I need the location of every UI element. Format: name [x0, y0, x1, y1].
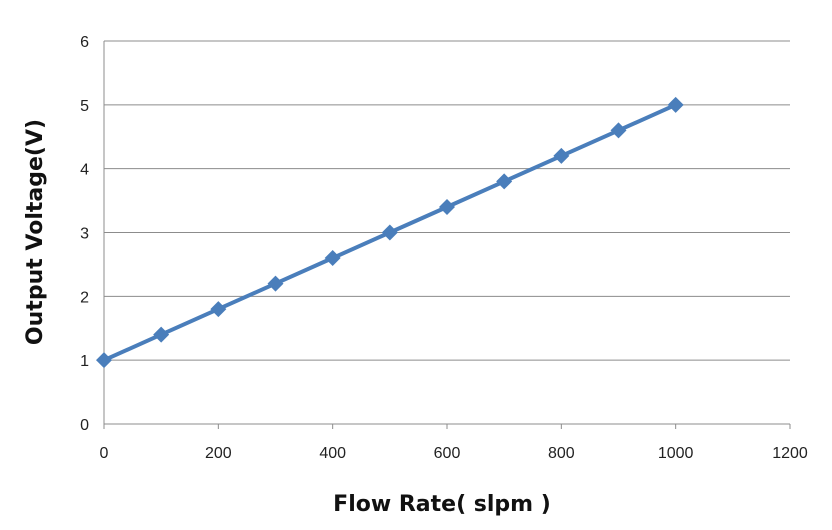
y-tick-label: 6: [80, 34, 89, 51]
y-tick-label: 1: [80, 353, 89, 370]
y-tick-label: 2: [80, 289, 89, 306]
data-point-marker: [324, 250, 341, 267]
data-point-marker: [210, 301, 227, 318]
x-tick-label: 200: [205, 445, 232, 462]
data-point-marker: [439, 198, 455, 215]
x-tick-label: 0: [100, 445, 109, 462]
y-tick-label: 5: [80, 98, 89, 115]
data-point-marker: [381, 224, 398, 241]
x-axis-label: Flow Rate( slpm ): [333, 492, 551, 517]
y-tick-label: 4: [80, 162, 89, 179]
data-point-marker: [96, 352, 112, 369]
axes: [103, 41, 791, 429]
gridlines: [104, 40, 790, 361]
x-tick-label: 1200: [772, 445, 808, 462]
data-point-marker: [267, 275, 284, 292]
data-point-marker: [496, 173, 513, 190]
x-tick-label: 400: [319, 445, 346, 462]
tick-labels: 0 1 2 3 4 5 6 0 200 400 600 800 1000 1200: [80, 34, 808, 462]
y-axis-label: Output Voltage(V): [23, 119, 48, 345]
series-layer: [96, 96, 684, 369]
data-point-marker: [610, 122, 627, 139]
y-tick-label: 3: [80, 226, 89, 243]
y-tick-label: 0: [80, 417, 89, 434]
data-point-marker: [667, 96, 684, 113]
data-point-marker: [153, 326, 170, 343]
x-tick-label: 600: [434, 445, 461, 462]
x-tick-label: 800: [548, 445, 575, 462]
x-tick-label: 1000: [658, 445, 694, 462]
data-point-marker: [553, 147, 570, 164]
